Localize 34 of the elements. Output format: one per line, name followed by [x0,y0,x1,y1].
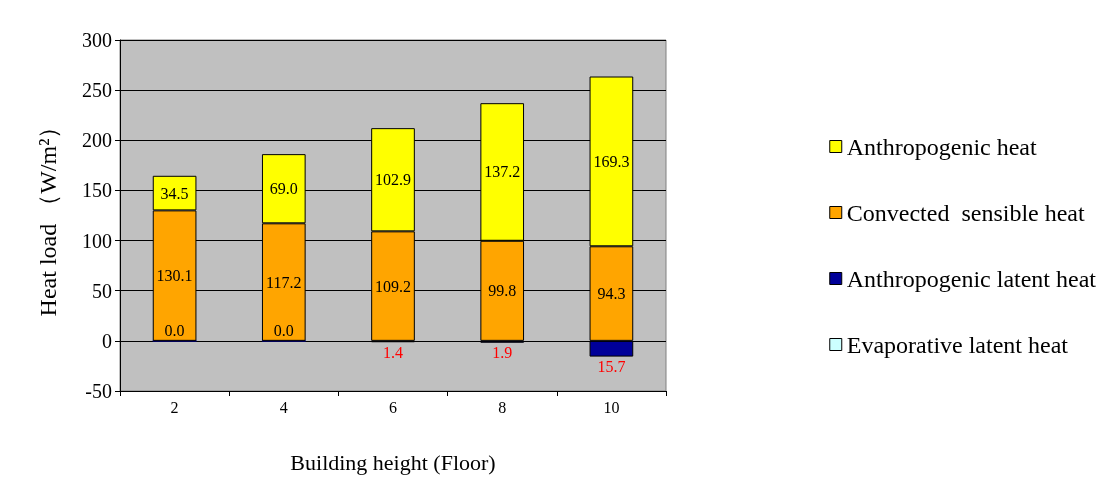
y-axis-title: Heat load （W/m²） [35,114,61,317]
x-tick-label: 8 [498,398,507,416]
x-tick-label: 2 [170,398,179,416]
y-tick-label: 200 [82,129,112,152]
data-label: 102.9 [375,171,411,189]
annotation: 0.0 [164,322,185,340]
y-tick-label: 0 [102,329,112,352]
legend-label: Anthropogenic latent heat [846,265,1097,292]
y-tick-label: -50 [85,380,112,402]
annotation: 1.9 [492,344,513,362]
y-tick-label: 150 [82,179,112,202]
data-label: 34.5 [160,184,189,202]
x-axis-title: Building height (Floor) [290,449,496,475]
x-tick-label: 6 [389,398,397,416]
data-label: 169.3 [593,152,630,170]
data-label: 109.2 [375,277,411,295]
data-label: 137.2 [484,163,521,181]
data-label: 94.3 [597,285,626,303]
legend-label: Evaporative latent heat [846,331,1069,358]
annotation: 1.4 [383,343,403,361]
legend-label: Anthropogenic heat [846,133,1038,160]
legend-label: Convected sensible heat [846,199,1086,226]
x-tick-label: 10 [603,398,620,416]
y-tick-label: 50 [92,279,112,302]
data-label: 117.2 [266,273,302,291]
y-tick-label: 300 [82,29,112,51]
annotation: 15.7 [597,358,626,376]
data-label: 69.0 [269,180,298,198]
data-label: 99.8 [488,282,517,300]
x-tick-label: 4 [279,398,288,416]
y-tick-label: 100 [82,229,112,252]
data-label: 130.1 [156,267,193,285]
annotation: 0.0 [273,322,294,340]
y-tick-label: 250 [82,79,112,102]
